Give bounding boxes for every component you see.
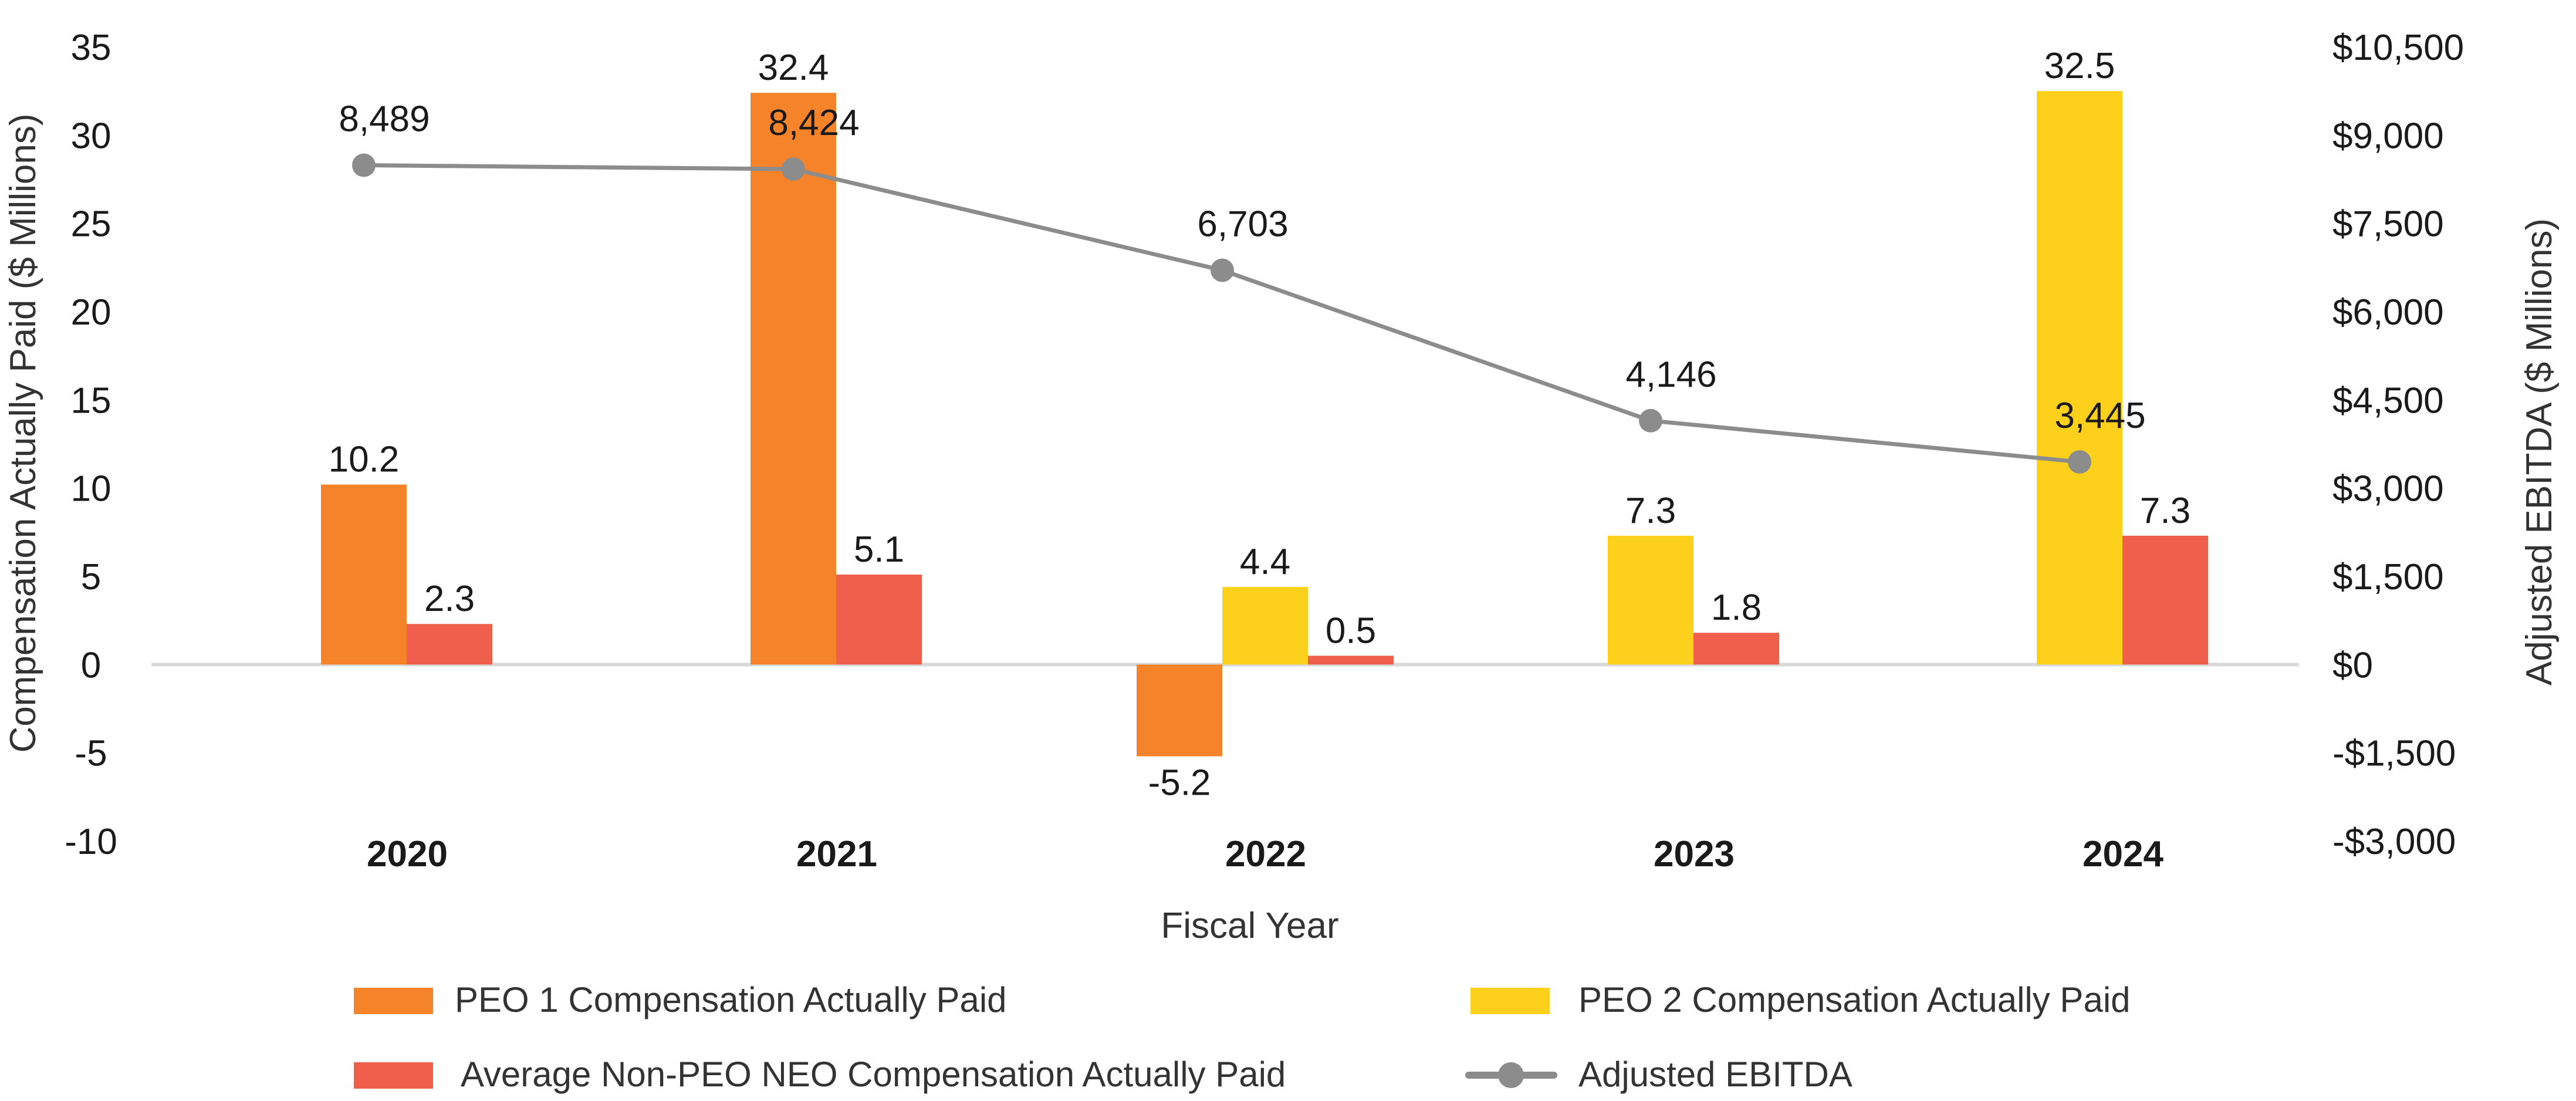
- bar-data-label: 7.3: [2140, 491, 2190, 531]
- bar-peo1-2020: [321, 484, 407, 665]
- y-tick-label: 20: [71, 292, 111, 333]
- legend-label-peo2: PEO 2 Compensation Actually Paid: [1578, 980, 2131, 1019]
- bar-non-peo-2021: [836, 574, 922, 665]
- bar-data-label: 2.3: [424, 579, 475, 619]
- y2-tick-label: -$3,000: [2332, 822, 2456, 862]
- bar-data-label: 0.5: [1326, 610, 1376, 651]
- right-axis-ticks: $10,500 $9,000 $7,500 $6,000 $4,500 $3,000 $1,…: [2332, 28, 2464, 862]
- ebitda-line-series: 8,489 8,424 6,703 4,146 3,445: [339, 99, 2146, 474]
- y-tick-label: 25: [71, 204, 111, 245]
- ebitda-data-label: 4,146: [1625, 354, 1716, 395]
- bar-data-label: 32.4: [758, 48, 829, 88]
- legend-swatch-peo2: [1470, 988, 1550, 1014]
- ebitda-data-label: 3,445: [2054, 396, 2145, 436]
- bar-series: 10.2 2.3 32.4 5.1 -5.2 4.4 0.5 7.3 1.8 32.5 7.3: [321, 46, 2208, 803]
- category-labels: 2020 2021 2022 2023 2024: [367, 834, 2163, 874]
- x-axis-title: Fiscal Year: [1161, 906, 1338, 946]
- legend: PEO 1 Compensation Actually Paid PEO 2 C…: [354, 980, 2131, 1094]
- ebitda-data-label: 6,703: [1197, 204, 1288, 245]
- ebitda-point: [1639, 408, 1662, 433]
- y-tick-label: 35: [71, 28, 111, 68]
- y2-tick-label: -$1,500: [2332, 734, 2456, 774]
- legend-swatch-peo1: [354, 988, 433, 1014]
- bar-data-label: 7.3: [1625, 491, 1676, 531]
- y-tick-label: -5: [75, 734, 107, 774]
- bar-data-label: 4.4: [1240, 542, 1290, 582]
- y-axis-title: Compensation Actually Paid ($ Millions): [3, 114, 43, 753]
- bar-peo2-2022: [1222, 587, 1308, 665]
- bar-peo2-2024: [2037, 91, 2122, 665]
- ebitda-point: [352, 153, 376, 177]
- x-category-label: 2020: [367, 834, 448, 874]
- bar-non-peo-2020: [407, 624, 492, 665]
- y-tick-label: 0: [81, 645, 101, 685]
- legend-swatch-ebitda: [1465, 1062, 1557, 1088]
- y2-tick-label: $4,500: [2332, 380, 2444, 421]
- ebitda-data-label: 8,489: [339, 99, 430, 140]
- legend-label-peo1: PEO 1 Compensation Actually Paid: [455, 980, 1007, 1019]
- bar-non-peo-2022: [1308, 656, 1394, 665]
- bar-data-label: 5.1: [854, 529, 904, 570]
- y2-tick-label: $9,000: [2332, 116, 2444, 156]
- y2-tick-label: $7,500: [2332, 204, 2444, 245]
- legend-label-non-peo: Average Non-PEO NEO Compensation Actuall…: [461, 1055, 1286, 1094]
- y2-tick-label: $10,500: [2332, 28, 2464, 68]
- bar-data-label: -5.2: [1148, 763, 1211, 803]
- bar-peo2-2023: [1608, 535, 1693, 665]
- legend-marker-ebitda: [1498, 1062, 1524, 1088]
- bar-data-label: 1.8: [1711, 587, 1762, 628]
- x-category-label: 2021: [796, 834, 877, 874]
- bar-peo1-2021: [751, 93, 836, 665]
- y-tick-label: -10: [65, 822, 117, 862]
- ebitda-point: [782, 157, 805, 181]
- x-category-label: 2024: [2083, 834, 2163, 874]
- left-axis-ticks: 35 30 25 20 15 10 5 0 -5 -10: [65, 28, 117, 862]
- ebitda-point: [2068, 450, 2091, 474]
- legend-label-ebitda: Adjusted EBITDA: [1578, 1055, 1852, 1094]
- y2-tick-label: $3,000: [2332, 469, 2444, 509]
- y2-tick-label: $6,000: [2332, 292, 2444, 333]
- x-category-label: 2022: [1225, 834, 1306, 874]
- y-tick-label: 15: [71, 380, 111, 421]
- bar-non-peo-2024: [2122, 535, 2208, 665]
- bar-peo1-2022: [1137, 664, 1222, 756]
- legend-swatch-non-peo: [354, 1062, 433, 1089]
- y2-tick-label: $1,500: [2332, 557, 2444, 597]
- bar-data-label: 10.2: [329, 440, 400, 480]
- y2-axis-title: Adjusted EBITDA ($ Millions): [2519, 218, 2560, 685]
- bar-data-label: 32.5: [2044, 46, 2115, 86]
- y-tick-label: 10: [71, 469, 111, 509]
- ebitda-point: [1211, 258, 1234, 282]
- ebitda-data-label: 8,424: [768, 103, 859, 143]
- y-tick-label: 30: [71, 116, 111, 156]
- y-tick-label: 5: [81, 557, 101, 597]
- y2-tick-label: $0: [2332, 645, 2373, 685]
- bar-non-peo-2023: [1693, 633, 1779, 665]
- x-category-label: 2023: [1654, 834, 1735, 874]
